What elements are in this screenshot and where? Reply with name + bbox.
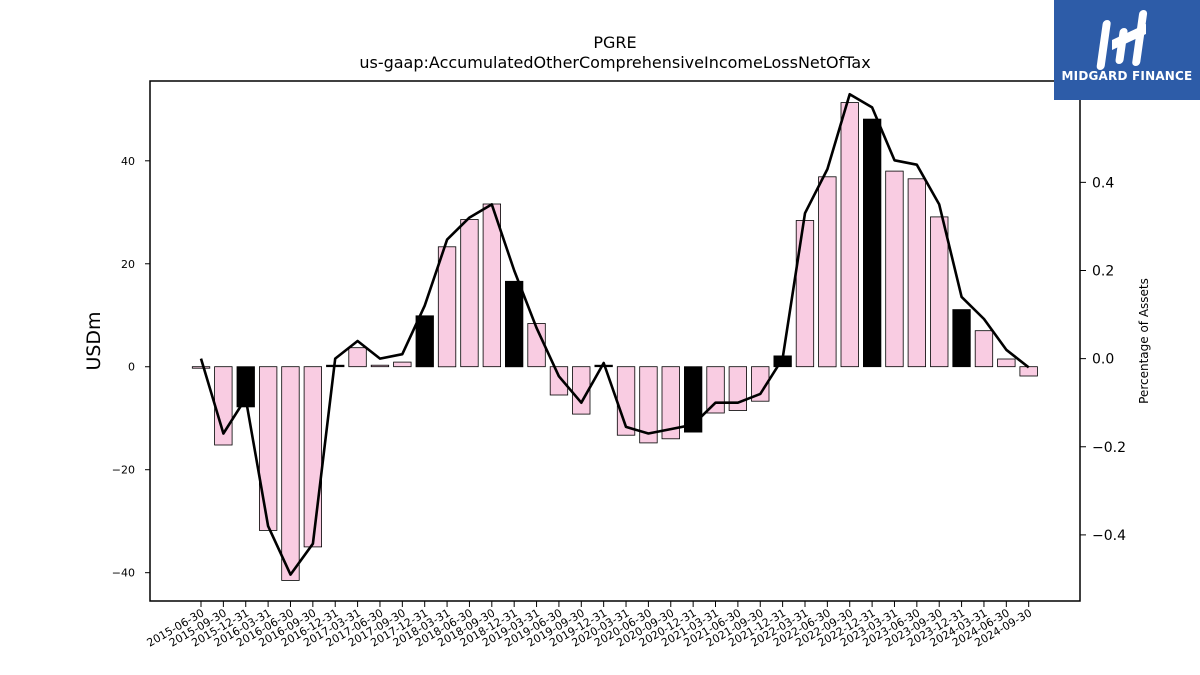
bar-2019-06-30 — [549, 366, 569, 396]
bar-2022-06-30 — [818, 176, 837, 368]
bar-2023-12-31 — [952, 309, 971, 368]
chart-title: PGRE — [593, 33, 636, 52]
bar-2022-09-30 — [840, 102, 859, 368]
bar-2017-06-30 — [370, 364, 390, 368]
bars-group — [191, 102, 1038, 581]
y2-tick-label: −0.2 — [1092, 440, 1126, 456]
bar-2016-09-30 — [303, 366, 323, 548]
y-tick-label: −40 — [112, 567, 135, 580]
logo-text: MIDGARD FINANCE — [1061, 69, 1193, 83]
bar-2020-06-30 — [639, 366, 658, 444]
bar-2022-12-31 — [863, 118, 882, 368]
bar-2020-12-31 — [684, 366, 703, 433]
bar-2024-06-30 — [997, 358, 1016, 368]
midgard-logo-icon — [1096, 10, 1148, 70]
y-tick-label: −20 — [112, 464, 135, 477]
bar-2024-09-30 — [1019, 366, 1038, 377]
bar-2017-12-31 — [415, 315, 434, 368]
bar-2021-06-30 — [728, 366, 747, 411]
bar-2018-09-30 — [482, 203, 502, 368]
bar-2021-09-30 — [751, 366, 770, 402]
y2-axis-label: Percentage of Assets — [1137, 278, 1151, 404]
y-tick-label: 40 — [121, 155, 135, 168]
bar-2023-06-30 — [907, 178, 926, 368]
plot-frame — [149, 80, 1081, 602]
y-tick-label: 0 — [128, 361, 135, 374]
y2-tick-label: 0.0 — [1092, 352, 1114, 368]
bar-2016-03-31 — [258, 366, 278, 531]
bar-2018-06-30 — [460, 219, 479, 368]
logo: MIDGARD FINANCE — [1054, 0, 1200, 100]
chart-subtitle: us-gaap:AccumulatedOtherComprehensiveInc… — [359, 53, 870, 72]
bar-2020-09-30 — [661, 366, 680, 440]
bar-2017-03-31 — [348, 347, 367, 368]
bar-2017-09-30 — [393, 361, 412, 368]
bar-2022-03-31 — [795, 220, 815, 368]
y2-tick-label: −0.4 — [1092, 528, 1126, 544]
y-axis-left: −40 −20 0 20 40 — [112, 155, 150, 580]
y-axis-right: −0.4−0.20.00.20.40.6 — [1080, 87, 1126, 544]
bar-2015-12-31 — [236, 366, 255, 408]
bar-2018-12-31 — [504, 280, 524, 368]
y-axis-label: USDm — [83, 311, 105, 370]
bar-2024-03-31 — [974, 330, 994, 368]
y2-tick-label: 0.2 — [1092, 263, 1114, 279]
x-axis: 2015-06-302015-09-302015-12-312016-03-31… — [145, 601, 1034, 650]
bar-2023-09-30 — [930, 216, 949, 368]
bar-2015-06-30 — [191, 366, 211, 369]
line-group — [199, 92, 1030, 576]
percentage-line — [199, 92, 1030, 576]
bar-2016-06-30 — [281, 366, 300, 581]
y-tick-label: 20 — [121, 258, 135, 271]
bar-2021-03-31 — [706, 366, 725, 414]
bar-2023-03-31 — [885, 170, 904, 368]
y2-tick-label: 0.4 — [1092, 175, 1114, 191]
bar-2018-03-31 — [437, 246, 457, 368]
